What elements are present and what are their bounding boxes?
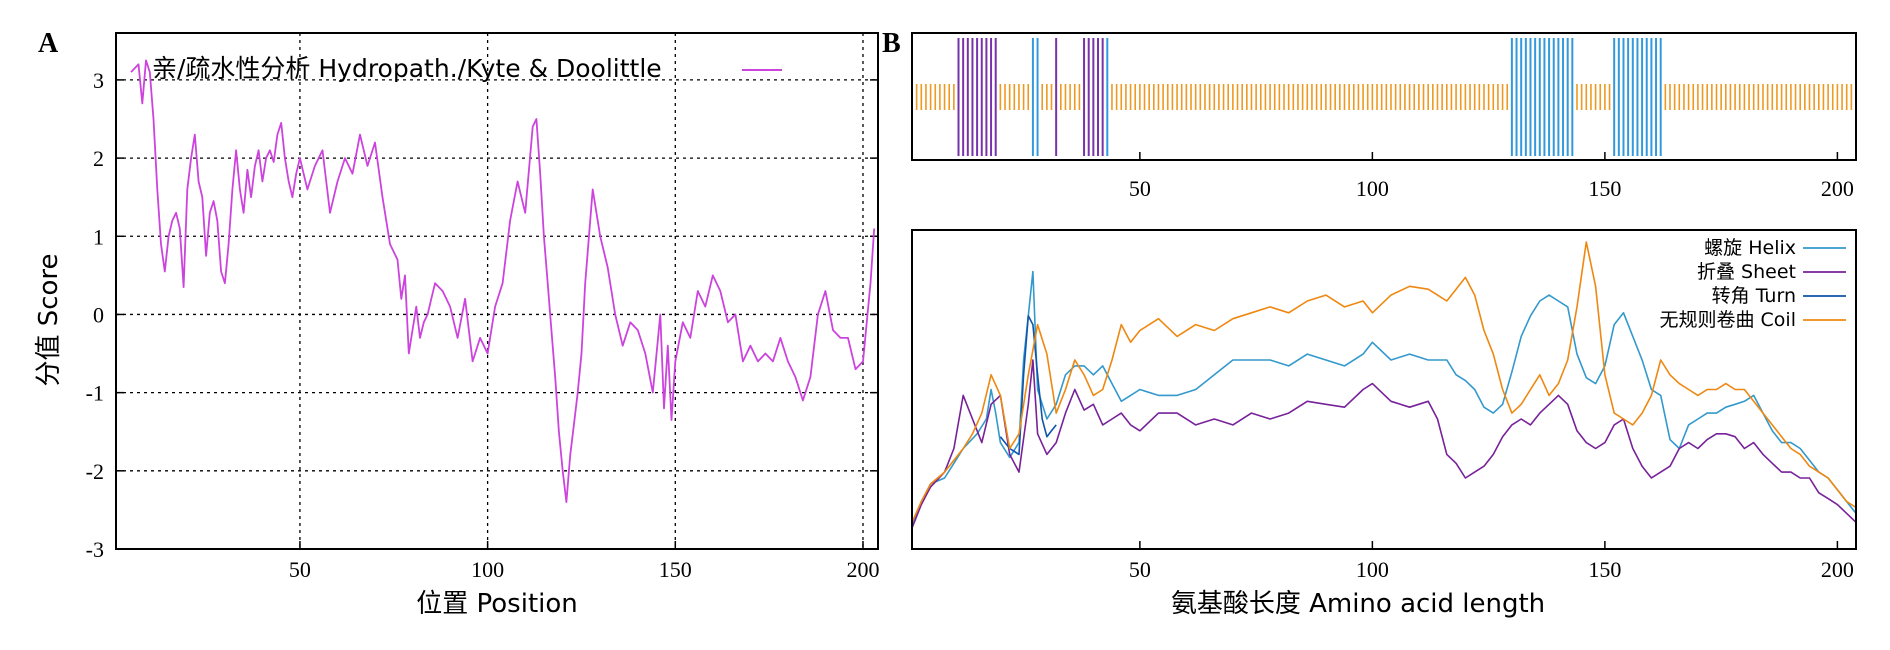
x-tick-label: 50 — [1129, 557, 1151, 582]
legend-a: 亲/疏水性分析 Hydropath./Kyte & Doolittle — [152, 54, 782, 83]
y-tick-label: 1 — [93, 224, 104, 249]
legend-label-sheet: 折叠 Sheet — [1697, 261, 1796, 283]
series-line-helix — [911, 270, 1857, 526]
axis-ticks-b-top: 50 100 150 200 — [1129, 152, 1854, 201]
y-axis-label-a: 分值 Score — [34, 253, 64, 386]
x-tick-label: 50 — [1129, 176, 1151, 201]
plot-frame-a — [115, 32, 879, 550]
axis-ticks-b-bottom: 50 100 150 200 — [1129, 541, 1854, 582]
y-tick-label: -2 — [86, 459, 104, 484]
plot-frame-b-top — [911, 32, 1857, 161]
x-tick-label: 50 — [289, 557, 311, 582]
plot-frame-b-bottom — [911, 229, 1857, 550]
y-tick-label: 0 — [93, 302, 104, 327]
x-tick-label: 200 — [1821, 557, 1854, 582]
series-line-sheet — [911, 359, 1857, 529]
panel-a: A 3 2 1 0 -1 -2 -3 50 100 150 200 分值 Score 位置 Posi… — [34, 28, 879, 619]
secondary-structure-track — [915, 38, 1853, 156]
y-tick-label: 3 — [93, 68, 104, 93]
panel-b: B 50 100 150 200 50 100 150 200 氨基酸长度 Amino ac… — [882, 28, 1857, 619]
y-tick-label: -1 — [86, 381, 104, 406]
panel-letter-a: A — [38, 28, 59, 59]
x-tick-label: 200 — [846, 557, 879, 582]
series-b — [911, 241, 1857, 529]
series-a — [130, 59, 876, 504]
x-axis-label-a: 位置 Position — [416, 589, 578, 619]
series-line-turn — [999, 314, 1057, 456]
series-line-coil — [911, 241, 1857, 523]
y-tick-label: -3 — [86, 537, 104, 562]
axis-ticks-a: 3 2 1 0 -1 -2 -3 50 100 150 200 — [86, 68, 880, 582]
legend-label-hydropathy: 亲/疏水性分析 Hydropath./Kyte & Doolittle — [152, 54, 662, 83]
y-tick-label: 2 — [93, 146, 104, 171]
x-tick-label: 100 — [1356, 176, 1389, 201]
x-tick-label: 150 — [1588, 557, 1621, 582]
x-tick-label: 100 — [1356, 557, 1389, 582]
x-tick-label: 150 — [659, 557, 692, 582]
legend-label-helix: 螺旋 Helix — [1704, 237, 1796, 259]
x-tick-label: 100 — [471, 557, 504, 582]
x-axis-label-b: 氨基酸长度 Amino acid length — [1171, 589, 1545, 619]
legend-label-turn: 转角 Turn — [1712, 285, 1796, 307]
x-tick-label: 200 — [1821, 176, 1854, 201]
grid-a — [116, 33, 878, 549]
series-line-hydropathy — [130, 59, 876, 504]
x-tick-label: 150 — [1588, 176, 1621, 201]
legend-label-coil: 无规则卷曲 Coil — [1660, 309, 1797, 331]
panel-letter-b: B — [882, 28, 901, 59]
